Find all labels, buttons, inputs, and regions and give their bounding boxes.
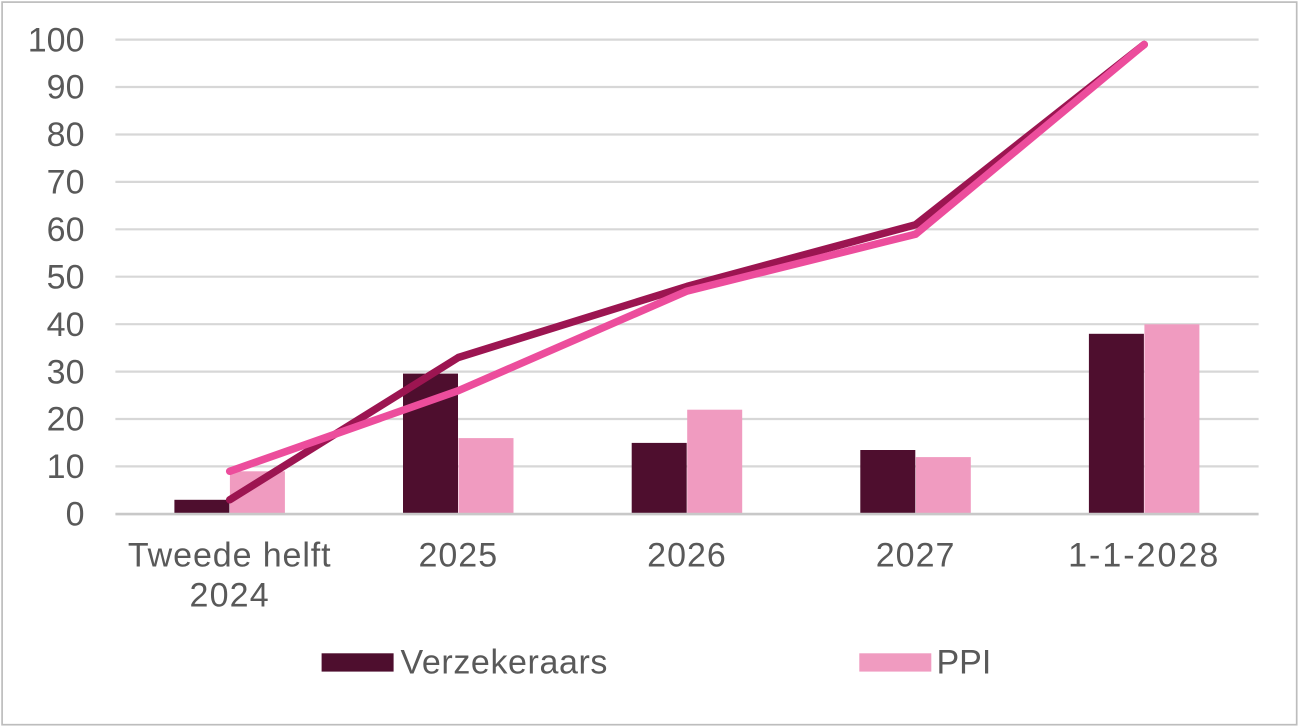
svg-text:Tweede helft: Tweede helft bbox=[128, 537, 332, 575]
svg-text:20: 20 bbox=[47, 401, 85, 439]
svg-text:100: 100 bbox=[28, 21, 85, 59]
svg-text:90: 90 bbox=[47, 69, 85, 107]
svg-text:2027: 2027 bbox=[876, 537, 956, 575]
svg-text:10: 10 bbox=[47, 448, 85, 486]
svg-text:0: 0 bbox=[66, 496, 85, 534]
svg-text:40: 40 bbox=[47, 306, 85, 344]
svg-text:PPI: PPI bbox=[937, 644, 992, 682]
svg-text:Verzekeraars: Verzekeraars bbox=[401, 644, 609, 682]
svg-text:50: 50 bbox=[47, 258, 85, 296]
svg-text:30: 30 bbox=[47, 353, 85, 391]
svg-text:2026: 2026 bbox=[647, 537, 727, 575]
svg-text:70: 70 bbox=[47, 164, 85, 202]
svg-text:2024: 2024 bbox=[189, 576, 269, 614]
svg-text:2025: 2025 bbox=[418, 537, 498, 575]
svg-text:60: 60 bbox=[47, 211, 85, 249]
svg-text:1-1-2028: 1-1-2028 bbox=[1068, 537, 1220, 575]
svg-text:80: 80 bbox=[47, 116, 85, 154]
